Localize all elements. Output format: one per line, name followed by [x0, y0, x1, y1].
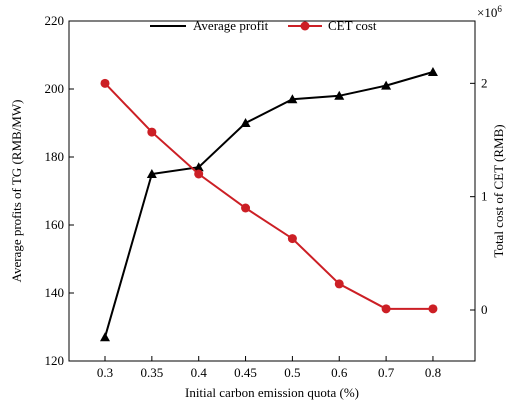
data-point-average-profit: [427, 67, 438, 76]
right-tick-label: 2: [481, 75, 488, 90]
series-layer: [100, 67, 438, 342]
right-axis-multiplier: ×106: [477, 4, 502, 20]
data-point-cet-cost: [287, 234, 297, 244]
data-point-cet-cost: [241, 203, 251, 213]
legend: Average profit CET cost: [150, 18, 377, 33]
x-tick-label: 0.4: [191, 365, 208, 380]
x-axis-title: Initial carbon emission quota (%): [185, 385, 359, 400]
legend-label-average-profit: Average profit: [193, 18, 269, 33]
series-line-average-profit: [104, 71, 434, 338]
right-tick-label: 1: [481, 189, 488, 204]
data-point-average-profit: [100, 332, 110, 342]
legend-marker-cet-cost: [300, 21, 310, 31]
data-point-cet-cost: [428, 304, 438, 314]
x-tick-label: 0.7: [378, 365, 395, 380]
data-point-average-profit: [193, 162, 204, 172]
right-tick-label: 0: [481, 302, 488, 317]
data-point-cet-cost: [334, 279, 344, 289]
plot-frame: [68, 20, 476, 362]
left-tick-label: 120: [45, 353, 65, 368]
data-point-average-profit: [287, 94, 298, 104]
data-point-average-profit: [334, 90, 345, 100]
x-tick-label: 0.3: [97, 365, 113, 380]
data-point-average-profit: [381, 80, 392, 90]
x-axis: 0.3 0.35 0.4 0.45 0.5 0.6 0.7 0.8: [97, 356, 441, 380]
x-tick-label: 0.45: [234, 365, 257, 380]
x-tick-label: 0.8: [425, 365, 441, 380]
left-axis: 120 140 160 180 200 220: [45, 13, 74, 368]
y-right-axis-title: Total cost of CET (RMB): [491, 124, 506, 257]
x-tick-label: 0.5: [284, 365, 300, 380]
left-tick-label: 140: [45, 285, 65, 300]
y-left-axis-title: Average profits of TG (RMB/MW): [9, 100, 24, 283]
data-point-average-profit: [146, 169, 157, 178]
left-tick-label: 200: [45, 81, 65, 96]
series-line-cet-cost: [104, 82, 433, 310]
left-tick-label: 160: [45, 217, 65, 232]
data-point-cet-cost: [381, 304, 391, 314]
data-point-cet-cost: [147, 127, 157, 137]
left-tick-label: 220: [45, 13, 65, 28]
x-tick-label: 0.6: [331, 365, 348, 380]
legend-label-cet-cost: CET cost: [328, 18, 377, 33]
data-point-cet-cost: [100, 78, 110, 88]
right-axis: 0 1 2: [470, 75, 488, 317]
x-tick-label: 0.35: [140, 365, 163, 380]
left-tick-label: 180: [45, 149, 65, 164]
data-point-average-profit: [240, 118, 251, 127]
data-point-cet-cost: [194, 169, 204, 179]
right-axis-exponent: 6: [497, 4, 502, 14]
